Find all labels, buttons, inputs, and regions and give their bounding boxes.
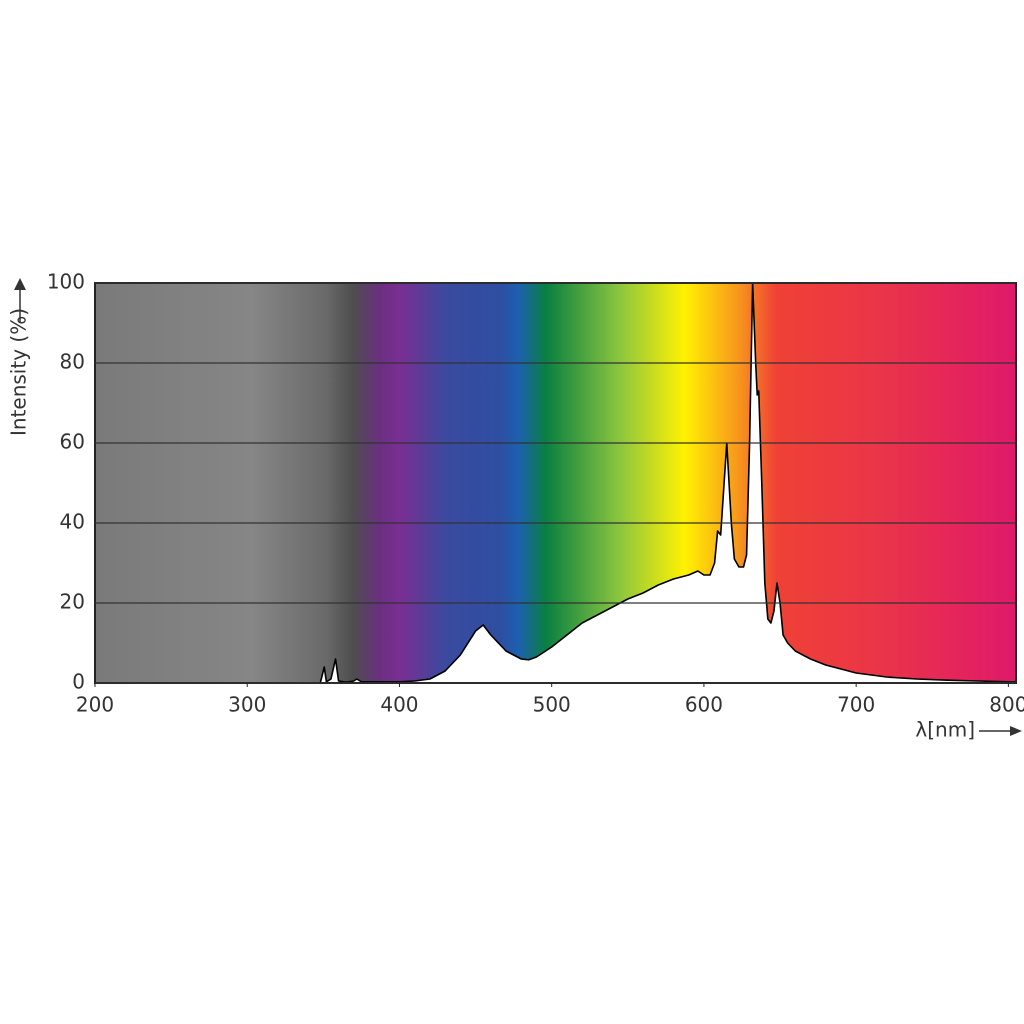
y-tick-label: 20 [60, 590, 85, 614]
y-tick-label: 60 [60, 430, 85, 454]
x-tick-label: 400 [380, 693, 418, 717]
spectrum-background [95, 283, 1016, 683]
x-axis-arrowhead [1010, 726, 1022, 736]
spectrum-line [95, 283, 1016, 683]
y-tick-label: 40 [60, 510, 85, 534]
x-tick-label: 800 [989, 693, 1024, 717]
x-tick-label: 200 [76, 693, 114, 717]
y-axis-label: Intensity (%) [7, 308, 31, 436]
y-tick-label: 0 [72, 670, 85, 694]
x-tick-label: 700 [837, 693, 875, 717]
x-axis-label: λ[nm] [915, 718, 975, 742]
y-tick-label: 100 [47, 270, 85, 294]
x-tick-label: 500 [533, 693, 571, 717]
y-axis-arrowhead [14, 278, 26, 290]
plot-area [95, 283, 1016, 683]
x-tick-label: 600 [685, 693, 723, 717]
y-tick-label: 80 [60, 350, 85, 374]
x-tick-label: 300 [228, 693, 266, 717]
